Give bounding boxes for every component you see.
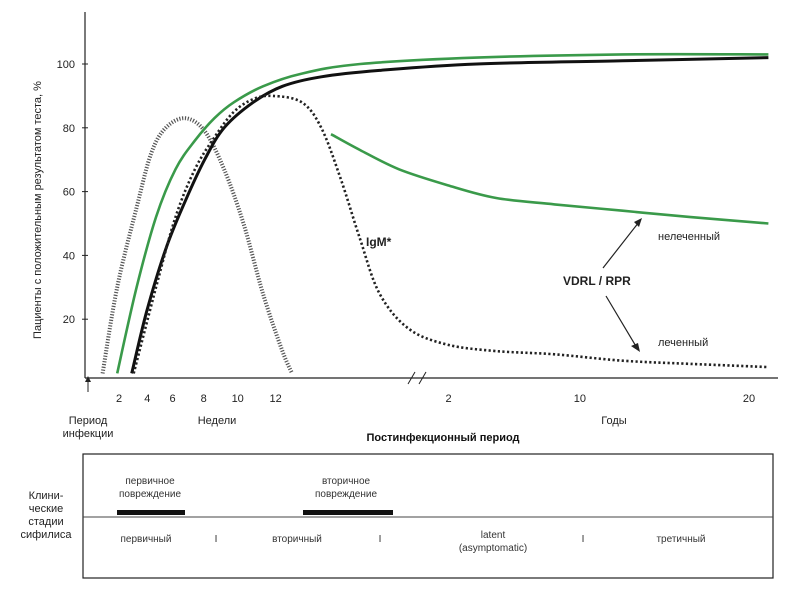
lesion-secondary-line2: повреждение [315, 489, 377, 500]
arrow-to-treated-head [631, 343, 640, 352]
stage-sep-1: I [215, 534, 218, 545]
stage-secondary: вторичный [272, 534, 322, 545]
x-tick-week: 12 [269, 393, 281, 405]
stages-row-label-1: Клини- [29, 490, 64, 502]
y-tick-label: 40 [63, 250, 75, 262]
x-tick-week: 6 [170, 393, 176, 405]
y-tick-label: 60 [63, 187, 75, 199]
lesion-primary-bar [117, 510, 185, 515]
axis-break-1 [407, 371, 416, 385]
stages-row-label-4: сифилиса [20, 529, 72, 541]
stage-sep-2: I [379, 534, 382, 545]
x-tick-year: 2 [446, 393, 452, 405]
x-axis-arrowhead [85, 376, 91, 382]
lesion-secondary-line1: вторичное [322, 476, 371, 487]
x-left-label-line1: Период [69, 415, 108, 427]
weeks-label: Недели [198, 415, 237, 427]
lesion-primary-line2: повреждение [119, 489, 181, 500]
axis-break-2 [418, 371, 427, 385]
stage-primary: первичный [121, 534, 172, 545]
arrow-to-untreated-head [634, 218, 642, 227]
x-tick-week: 2 [116, 393, 122, 405]
stages-row-label-2: ческие [29, 503, 63, 515]
igm-label: IgM* [366, 235, 392, 249]
stages-panel [82, 453, 774, 579]
x-axis-title: Постинфекционный период [366, 432, 519, 444]
x-tick-week: 8 [201, 393, 207, 405]
series-line-green-top [115, 52, 769, 374]
x-left-label-line2: инфекции [63, 428, 114, 440]
x-tick-year: 10 [574, 393, 586, 405]
stage-latent-line1: latent [481, 530, 506, 541]
y-tick-label: 80 [63, 123, 75, 135]
stage-sep-3: I [582, 534, 585, 545]
vdrl-label: VDRL / RPR [563, 274, 631, 288]
y-tick-label: 100 [57, 59, 75, 71]
lesion-secondary-bar [303, 510, 393, 515]
stages-row-label-3: стадии [28, 516, 63, 528]
x-tick-week: 4 [144, 393, 150, 405]
years-label: Годы [601, 415, 627, 427]
series-line-igm- [100, 116, 294, 375]
arrow-to-untreated [602, 221, 640, 269]
y-tick-label: 20 [63, 314, 75, 326]
series-line-vdrl-dotted [132, 94, 769, 374]
stage-tertiary: третичный [656, 534, 705, 545]
stage-latent-line2: (asymptomatic) [459, 543, 527, 554]
y-ticks: 20 40 60 80 100 [57, 59, 88, 326]
series-line-нелеченный [330, 133, 769, 225]
untreated-label: нелеченный [658, 231, 720, 243]
x-tick-year: 20 [743, 393, 755, 405]
x-tick-week: 10 [232, 393, 244, 405]
x-ticks: 2 4 6 8 10 12 2 10 20 [116, 393, 755, 405]
series-lines [100, 52, 769, 375]
arrow-to-treated [605, 295, 638, 349]
lesion-primary-line1: первичное [125, 476, 175, 487]
treated-label: леченный [658, 337, 708, 349]
y-axis-label: Пациенты с положительным результатом тес… [32, 81, 44, 339]
